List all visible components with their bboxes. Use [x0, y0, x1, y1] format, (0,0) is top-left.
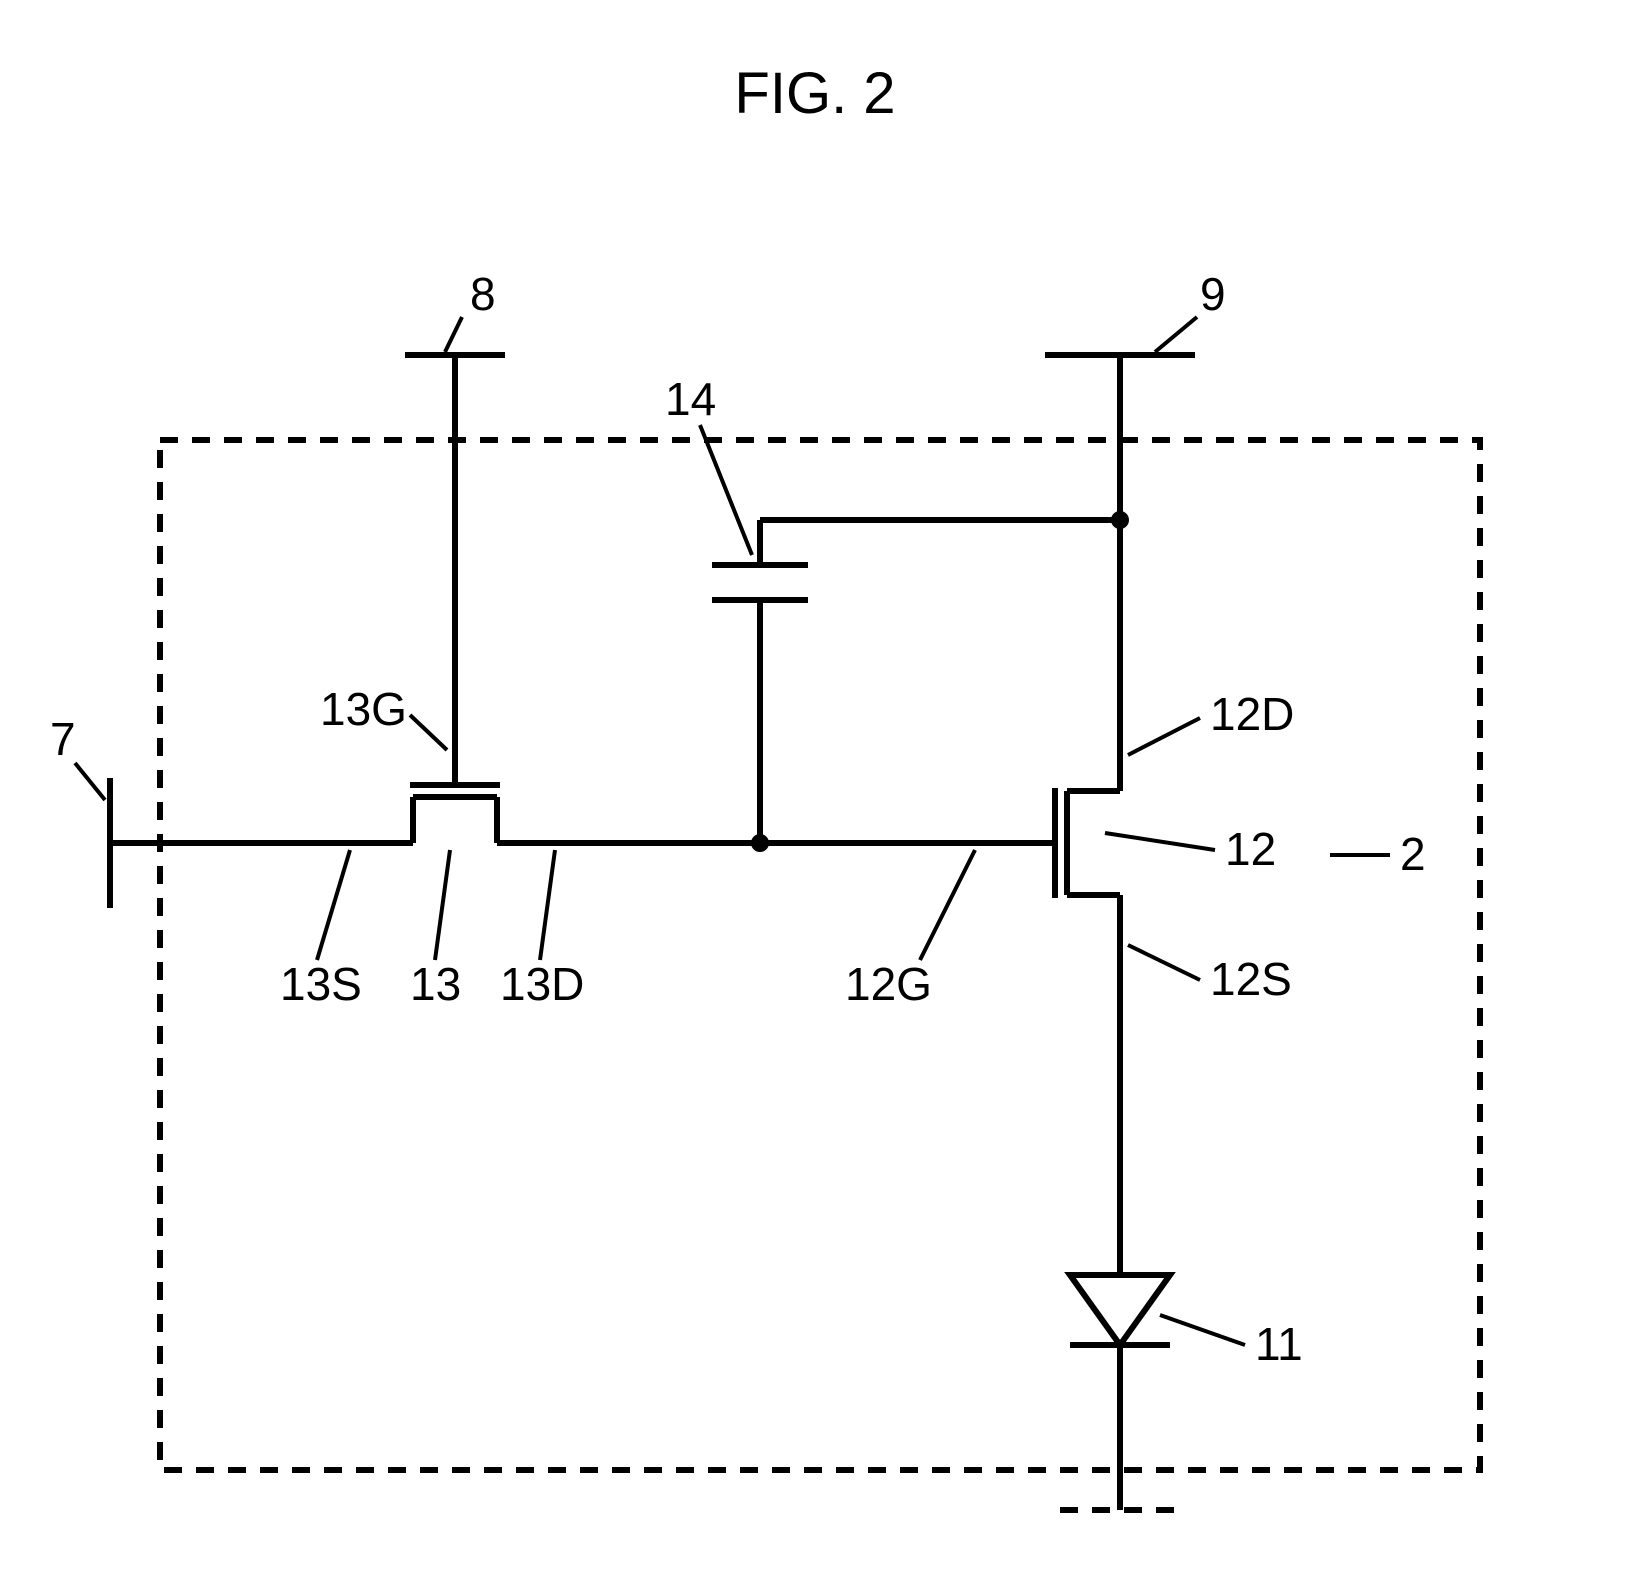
ref-label: 14 — [665, 373, 716, 425]
ref-label: 7 — [50, 713, 76, 765]
ref-label: 13 — [410, 958, 461, 1010]
ref-label: 2 — [1400, 828, 1426, 880]
ref-label: 12G — [845, 958, 932, 1010]
circuit-svg: 8 9 14 7 13G 12D 12 2 12S 13S 13 13D 12G 11 — [0, 0, 1630, 1589]
ref-label: 13S — [280, 958, 362, 1010]
ref-label: 8 — [470, 268, 496, 320]
ref-label: 13G — [320, 683, 407, 735]
ref-label: 11 — [1255, 1318, 1303, 1370]
ref-label: 12S — [1210, 953, 1292, 1005]
circuit-diagram-figure: FIG. 2 8914713G12D12212S13S1313D12G11 — [0, 0, 1630, 1589]
ref-label: 13D — [500, 958, 584, 1010]
ref-label: 12D — [1210, 688, 1294, 740]
ref-label: 9 — [1200, 268, 1226, 320]
ref-label: 12 — [1225, 823, 1276, 875]
